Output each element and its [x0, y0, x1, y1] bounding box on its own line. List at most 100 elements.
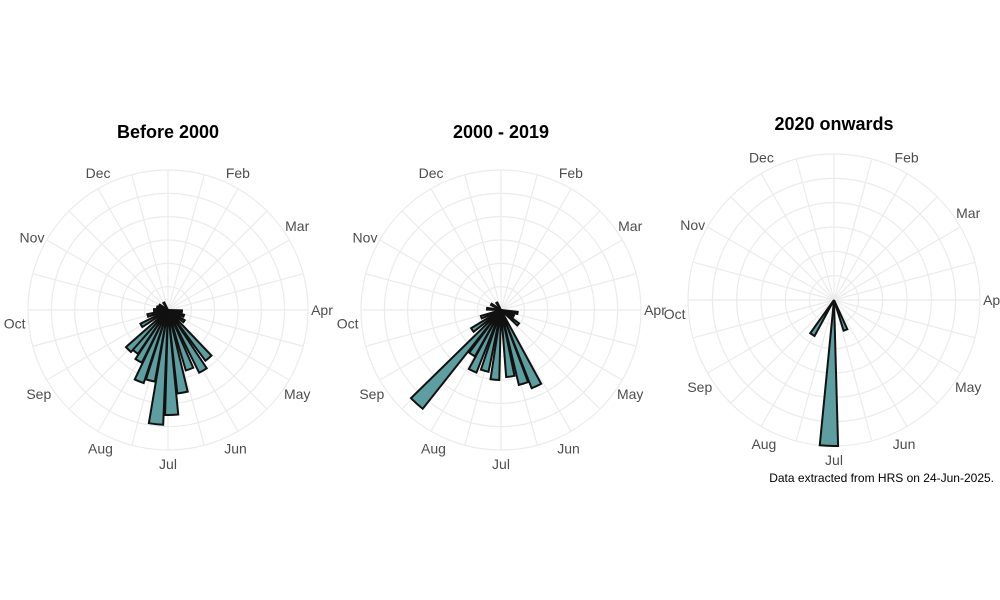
grid-spoke: [707, 299, 835, 374]
grid-spoke: [500, 309, 637, 347]
month-labels: Dec Feb Mar Apr May Jun Jul Aug Sep Oct Nov: [337, 165, 667, 472]
grid-spoke: [760, 173, 835, 301]
grid-spoke: [167, 309, 290, 381]
bar-18: [157, 303, 169, 311]
grid-spoke: [32, 273, 169, 311]
month-label-aug: Aug: [751, 436, 776, 452]
month-label-nov: Nov: [680, 217, 705, 233]
month-label-sep: Sep: [26, 386, 51, 402]
grid-spoke: [97, 188, 169, 311]
grid-spoke: [365, 273, 502, 311]
grid-spoke: [692, 261, 835, 301]
grid-spoke: [365, 309, 502, 347]
month-label-may: May: [284, 386, 310, 402]
grid-spoke: [167, 273, 304, 311]
panel-2020-onwards: 2020 onwards Dec Feb Mar Apr May Jun Jul Aug Sep…: [664, 114, 1000, 468]
bar-4: [167, 309, 209, 375]
month-label-dec: Dec: [86, 165, 111, 181]
bar-5: [500, 309, 516, 379]
bar-2: [808, 299, 835, 338]
bar-15: [146, 309, 169, 318]
month-label-aug: Aug: [421, 440, 446, 456]
grid-spoke: [833, 173, 908, 301]
bar-3: [500, 309, 543, 390]
grid-spoke: [500, 188, 572, 311]
panel-title-before-2000: Before 2000: [117, 122, 219, 142]
month-label-mar: Mar: [956, 205, 980, 221]
grid-spoke: [833, 299, 908, 427]
grid-spoke: [500, 174, 538, 311]
grid-spoke: [795, 299, 835, 442]
panel-2000-2019: 2000 - 2019 Dec Feb Mar Apr May Jun Jul Aug Sep O…: [337, 122, 667, 472]
month-label-dec: Dec: [419, 165, 444, 181]
bars: [808, 299, 849, 447]
bar-7: [164, 309, 180, 417]
grid-spoke: [167, 174, 205, 311]
month-label-may: May: [617, 386, 643, 402]
grid-spoke: [833, 299, 961, 374]
bars: [124, 301, 213, 426]
bar-4: [500, 309, 530, 387]
bar-0: [833, 299, 849, 332]
bars: [409, 301, 543, 411]
bar-14: [139, 309, 169, 329]
month-label-jul: Jul: [492, 456, 510, 472]
bar-13: [124, 309, 169, 354]
month-label-apr: Apr: [311, 302, 333, 318]
month-label-feb: Feb: [559, 165, 583, 181]
caption: Data extracted from HRS on 24-Jun-2025.: [769, 471, 994, 485]
grid-spoke: [833, 196, 938, 301]
grid-spoke: [167, 309, 304, 347]
month-label-jul: Jul: [159, 456, 177, 472]
grid-spoke: [833, 261, 976, 301]
bar-6: [167, 309, 189, 395]
month-label-oct: Oct: [664, 306, 686, 322]
grid-spoke: [707, 226, 835, 301]
month-label-oct: Oct: [337, 315, 359, 331]
grid-spoke: [68, 210, 169, 311]
grid-spoke: [692, 299, 835, 339]
bar-10: [409, 309, 502, 411]
grid-spoke: [430, 188, 502, 311]
bar-14: [489, 302, 502, 311]
bar-1: [818, 299, 840, 447]
grid-spoke: [464, 174, 502, 311]
month-label-sep: Sep: [359, 386, 384, 402]
month-label-jul: Jul: [825, 452, 843, 468]
bar-16: [153, 308, 169, 312]
bar-15: [494, 301, 502, 311]
month-label-may: May: [955, 379, 981, 395]
bar-12: [479, 309, 502, 320]
month-label-feb: Feb: [226, 165, 250, 181]
month-label-sep: Sep: [687, 379, 712, 395]
grid-spoke: [730, 299, 835, 404]
grid-spoke: [833, 299, 873, 442]
month-label-jun: Jun: [893, 436, 916, 452]
grid-spoke: [730, 196, 835, 301]
month-label-feb: Feb: [895, 149, 919, 165]
month-label-nov: Nov: [20, 230, 45, 246]
grid-spoke: [32, 309, 169, 347]
grid-spoke: [500, 239, 623, 311]
panel-before-2000: Before 2000 Dec Feb Mar Apr May Jun Jul Aug Sep O…: [4, 122, 334, 472]
month-label-mar: Mar: [285, 218, 309, 234]
bar-2: [500, 309, 521, 327]
grid-spoke: [500, 309, 623, 381]
bar-13: [485, 306, 502, 311]
month-label-jun: Jun: [557, 440, 580, 456]
grid-spoke: [401, 210, 502, 311]
panel-title-2000-2019: 2000 - 2019: [453, 122, 549, 142]
grid-spoke: [500, 273, 637, 311]
bar-3: [167, 309, 213, 363]
month-label-mar: Mar: [618, 218, 642, 234]
bar-5: [167, 309, 195, 372]
grid-spoke: [500, 210, 601, 311]
month-label-apr: Apr: [644, 302, 666, 318]
grid-spoke: [833, 158, 873, 301]
month-labels: Dec Feb Mar Apr May Jun Jul Aug Sep Oct Nov: [4, 165, 334, 472]
month-labels: Dec Feb Mar Apr May Jun Jul Aug Sep Oct Nov: [664, 149, 1000, 468]
grid-spoke: [379, 239, 502, 311]
grid-spoke: [167, 239, 290, 311]
grid-spoke: [833, 299, 976, 339]
